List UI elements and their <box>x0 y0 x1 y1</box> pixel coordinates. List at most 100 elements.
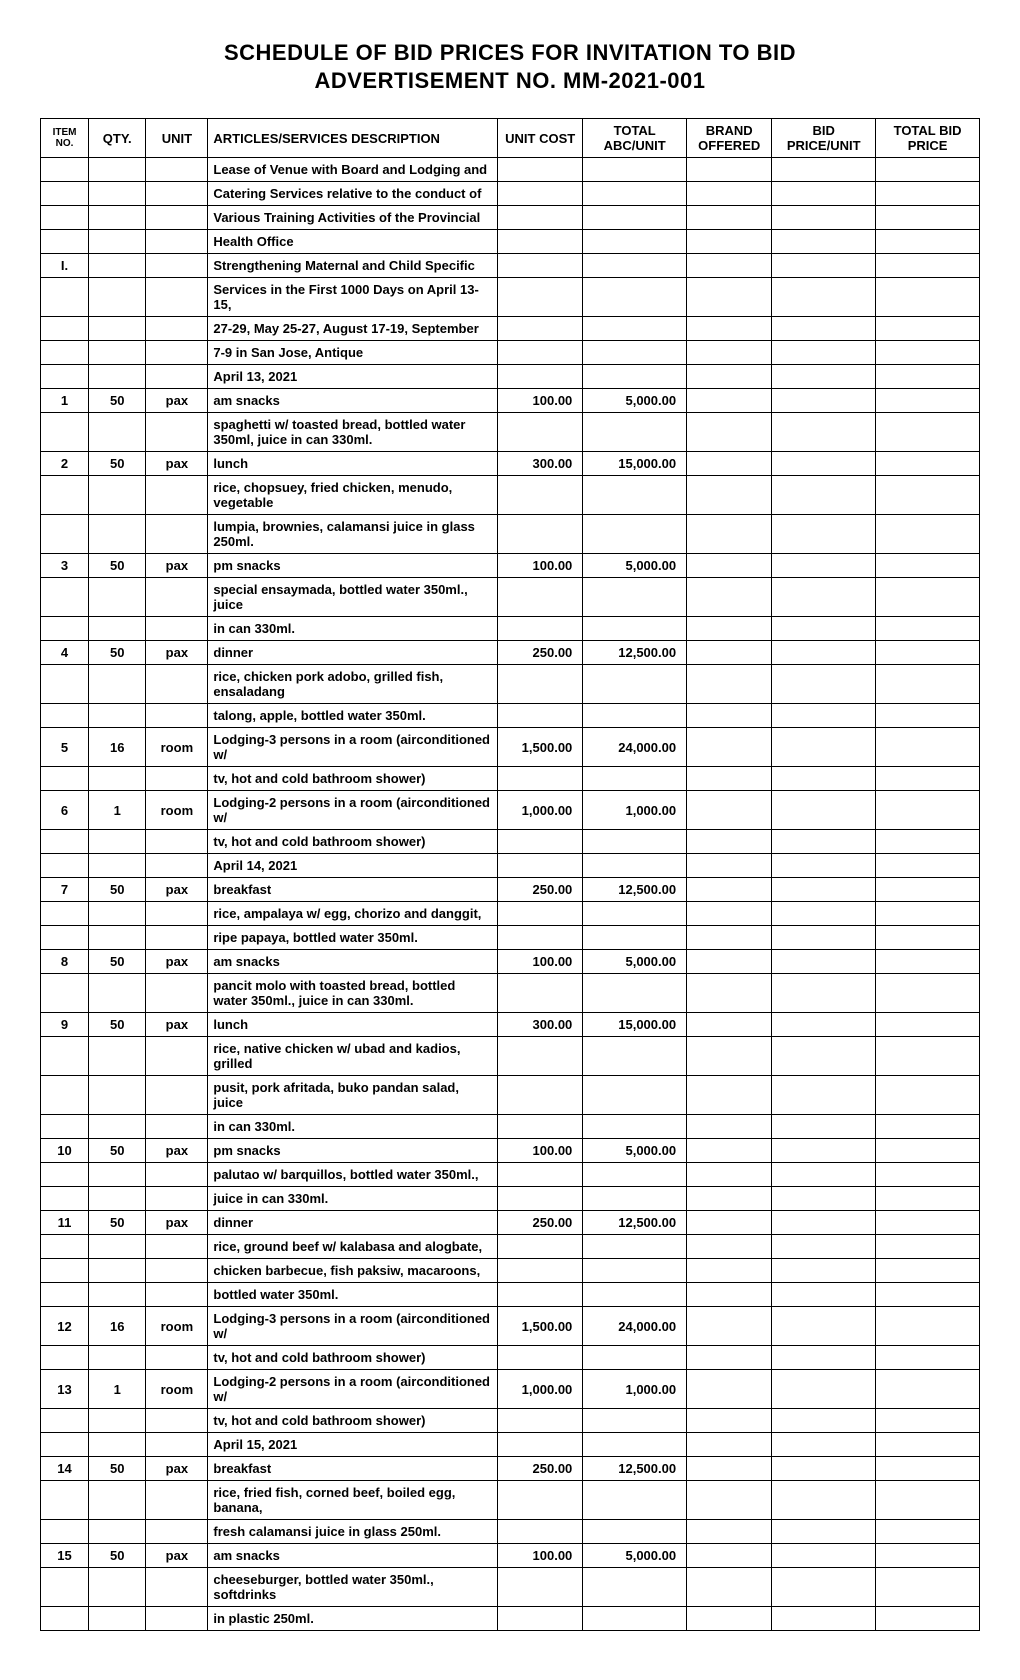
cell-brand <box>687 515 772 554</box>
cell-item <box>41 665 89 704</box>
cell-desc: tv, hot and cold bathroom shower) <box>208 767 498 791</box>
cell-brand <box>687 182 772 206</box>
cell-unit <box>146 1235 208 1259</box>
cell-bid <box>772 554 876 578</box>
cell-brand <box>687 1283 772 1307</box>
cell-total <box>876 1433 980 1457</box>
table-row: 950paxlunch300.0015,000.00 <box>41 1013 980 1037</box>
cell-cost <box>498 278 583 317</box>
cell-total <box>876 950 980 974</box>
cell-total <box>876 1346 980 1370</box>
cell-item <box>41 1037 89 1076</box>
table-row: talong, apple, bottled water 350ml. <box>41 704 980 728</box>
cell-total <box>876 413 980 452</box>
cell-bid <box>772 230 876 254</box>
cell-abc <box>583 1163 687 1187</box>
cell-qty: 50 <box>89 1139 146 1163</box>
cell-item <box>41 830 89 854</box>
table-row: chicken barbecue, fish paksiw, macaroons… <box>41 1259 980 1283</box>
cell-bid <box>772 413 876 452</box>
cell-abc <box>583 665 687 704</box>
cell-qty: 50 <box>89 950 146 974</box>
cell-total <box>876 665 980 704</box>
cell-item <box>41 230 89 254</box>
table-row: April 15, 2021 <box>41 1433 980 1457</box>
cell-abc: 12,500.00 <box>583 1457 687 1481</box>
cell-qty: 50 <box>89 1013 146 1037</box>
cell-abc <box>583 926 687 950</box>
cell-total <box>876 1457 980 1481</box>
cell-total <box>876 617 980 641</box>
cell-bid <box>772 1409 876 1433</box>
cell-brand <box>687 1307 772 1346</box>
cell-bid <box>772 365 876 389</box>
cell-unit: pax <box>146 1211 208 1235</box>
cell-item <box>41 1568 89 1607</box>
cell-brand <box>687 1370 772 1409</box>
cell-qty <box>89 1568 146 1607</box>
cell-bid <box>772 1346 876 1370</box>
cell-bid <box>772 950 876 974</box>
bid-table: ITEM NO. QTY. UNIT ARTICLES/SERVICES DES… <box>40 118 980 1631</box>
cell-desc: ripe papaya, bottled water 350ml. <box>208 926 498 950</box>
cell-total <box>876 767 980 791</box>
cell-cost <box>498 341 583 365</box>
cell-bid <box>772 341 876 365</box>
cell-unit <box>146 365 208 389</box>
cell-qty <box>89 341 146 365</box>
cell-cost <box>498 413 583 452</box>
cell-item: 9 <box>41 1013 89 1037</box>
cell-qty <box>89 1076 146 1115</box>
cell-qty <box>89 926 146 950</box>
cell-cost: 1,000.00 <box>498 791 583 830</box>
cell-total <box>876 578 980 617</box>
hdr-item: ITEM NO. <box>41 119 89 158</box>
hdr-cost: UNIT COST <box>498 119 583 158</box>
cell-cost <box>498 617 583 641</box>
cell-desc: in can 330ml. <box>208 1115 498 1139</box>
cell-cost <box>498 578 583 617</box>
cell-cost: 300.00 <box>498 1013 583 1037</box>
cell-cost: 100.00 <box>498 554 583 578</box>
cell-brand <box>687 1163 772 1187</box>
cell-cost: 1,500.00 <box>498 728 583 767</box>
cell-unit <box>146 1259 208 1283</box>
table-row: in can 330ml. <box>41 1115 980 1139</box>
cell-total <box>876 1115 980 1139</box>
cell-bid <box>772 974 876 1013</box>
cell-cost <box>498 665 583 704</box>
cell-desc: breakfast <box>208 878 498 902</box>
cell-unit: room <box>146 1370 208 1409</box>
hdr-desc: ARTICLES/SERVICES DESCRIPTION <box>208 119 498 158</box>
cell-item: 5 <box>41 728 89 767</box>
hdr-bid: BID PRICE/UNIT <box>772 119 876 158</box>
cell-cost: 100.00 <box>498 1544 583 1568</box>
cell-unit: pax <box>146 1457 208 1481</box>
table-row: rice, ampalaya w/ egg, chorizo and dangg… <box>41 902 980 926</box>
cell-qty: 50 <box>89 1544 146 1568</box>
cell-item <box>41 617 89 641</box>
cell-item <box>41 1409 89 1433</box>
cell-brand <box>687 365 772 389</box>
table-row: Lease of Venue with Board and Lodging an… <box>41 158 980 182</box>
cell-bid <box>772 254 876 278</box>
cell-cost: 1,000.00 <box>498 1370 583 1409</box>
cell-cost <box>498 1568 583 1607</box>
cell-desc: Services in the First 1000 Days on April… <box>208 278 498 317</box>
cell-abc: 15,000.00 <box>583 452 687 476</box>
table-row: 7-9 in San Jose, Antique <box>41 341 980 365</box>
cell-abc <box>583 704 687 728</box>
cell-bid <box>772 317 876 341</box>
cell-desc: rice, chopsuey, fried chicken, menudo, v… <box>208 476 498 515</box>
cell-bid <box>772 452 876 476</box>
cell-total <box>876 854 980 878</box>
cell-abc <box>583 476 687 515</box>
cell-qty <box>89 413 146 452</box>
cell-cost <box>498 1283 583 1307</box>
cell-qty <box>89 1481 146 1520</box>
cell-brand <box>687 1235 772 1259</box>
cell-qty <box>89 854 146 878</box>
cell-brand <box>687 1409 772 1433</box>
cell-abc: 1,000.00 <box>583 791 687 830</box>
cell-total <box>876 554 980 578</box>
